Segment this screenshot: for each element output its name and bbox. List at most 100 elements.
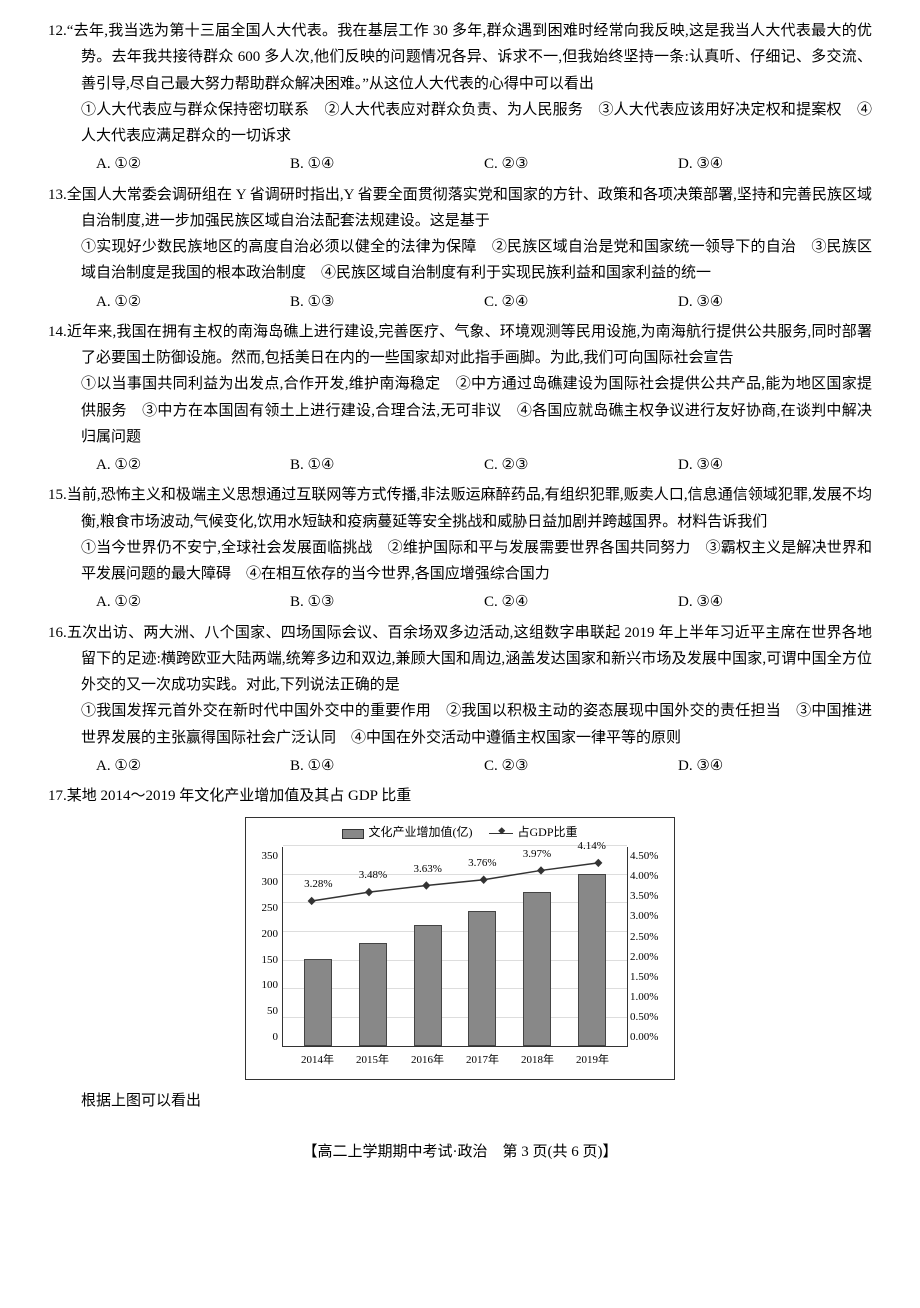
question-12: 12.“去年,我当选为第十三届全国人大代表。我在基层工作 30 多年,群众遇到困…: [48, 18, 872, 178]
bar: [304, 959, 332, 1046]
opt-c: C. ②④: [484, 589, 678, 615]
q16-options: A. ①② B. ①④ C. ②③ D. ③④: [48, 753, 872, 779]
page-footer: 【高二上学期期中考试·政治 第 3 页(共 6 页)】: [48, 1139, 872, 1165]
opt-c: C. ②③: [484, 151, 678, 177]
q14-sub: ①以当事国共同利益为出发点,合作开发,维护南海稳定 ②中方通过岛礁建设为国际社会…: [48, 371, 872, 450]
x-axis: 2014年2015年2016年2017年2018年2019年: [282, 1051, 628, 1070]
opt-a: A. ①②: [96, 753, 290, 779]
x-tick: 2014年: [290, 1051, 345, 1070]
y-right-tick: 4.50%: [630, 847, 672, 866]
y-right-tick: 1.50%: [630, 968, 672, 987]
q15-options: A. ①② B. ①③ C. ②④ D. ③④: [48, 589, 872, 615]
opt-d: D. ③④: [678, 452, 872, 478]
q-number: 15.: [48, 487, 67, 503]
q13-options: A. ①② B. ①③ C. ②④ D. ③④: [48, 289, 872, 315]
y-right-tick: 0.00%: [630, 1028, 672, 1047]
question-17: 17.某地 2014～2019 年文化产业增加值及其占 GDP 比重 文化产业增…: [48, 783, 872, 1115]
pct-label: 3.97%: [523, 845, 551, 864]
q-text: 五次出访、两大洲、八个国家、四场国际会议、百余场双多边活动,这组数字串联起 20…: [67, 625, 872, 694]
q-text: “去年,我当选为第十三届全国人大代表。我在基层工作 30 多年,群众遇到困难时经…: [67, 23, 872, 92]
q-text: 某地 2014～2019 年文化产业增加值及其占 GDP 比重: [67, 788, 411, 804]
pct-label: 3.28%: [304, 875, 332, 894]
q-text: 近年来,我国在拥有主权的南海岛礁上进行建设,完善医疗、气象、环境观测等民用设施,…: [67, 324, 872, 366]
pct-label: 4.14%: [577, 837, 605, 856]
y-right-tick: 3.00%: [630, 907, 672, 926]
bar-slot: 3.76%: [455, 911, 510, 1046]
y-right-tick: 4.00%: [630, 867, 672, 886]
y-right-tick: 2.50%: [630, 928, 672, 947]
legend-bar-label: 文化产业增加值(亿): [368, 825, 472, 839]
bar-slot: 3.63%: [400, 925, 455, 1047]
opt-d: D. ③④: [678, 753, 872, 779]
q16-stem: 16.五次出访、两大洲、八个国家、四场国际会议、百余场双多边活动,这组数字串联起…: [48, 620, 872, 699]
opt-c: C. ②③: [484, 452, 678, 478]
q-number: 14.: [48, 324, 67, 340]
plot-area: 3.28%3.48%3.63%3.76%3.97%4.14%: [282, 847, 628, 1047]
x-tick: 2018年: [510, 1051, 565, 1070]
legend-line-label: 占GDP比重: [517, 825, 577, 839]
opt-c: C. ②④: [484, 289, 678, 315]
opt-b: B. ①④: [290, 452, 484, 478]
q13-stem: 13.全国人大常委会调研组在 Y 省调研时指出,Y 省要全面贯彻落实党和国家的方…: [48, 182, 872, 235]
y-left-axis: 0 50 100 150 200 250 300 350: [252, 847, 278, 1047]
bar: [578, 874, 606, 1047]
y-right-axis: 0.00%0.50%1.00%1.50%2.00%2.50% 3.00%3.50%…: [630, 847, 672, 1047]
q-number: 13.: [48, 187, 67, 203]
opt-b: B. ①④: [290, 753, 484, 779]
pct-label: 3.76%: [468, 854, 496, 873]
pct-label: 3.63%: [413, 860, 441, 879]
legend-line-icon: [489, 833, 513, 834]
bar-slot: 3.28%: [291, 959, 346, 1046]
q17-after: 根据上图可以看出: [48, 1088, 872, 1114]
bar: [523, 892, 551, 1046]
bars: 3.28%3.48%3.63%3.76%3.97%4.14%: [283, 847, 627, 1046]
chart: 文化产业增加值(亿) 占GDP比重 050100150200250300350 …: [245, 817, 675, 1080]
q17-stem: 17.某地 2014～2019 年文化产业增加值及其占 GDP 比重: [48, 783, 872, 809]
q12-stem: 12.“去年,我当选为第十三届全国人大代表。我在基层工作 30 多年,群众遇到困…: [48, 18, 872, 97]
y-right-tick: 2.00%: [630, 948, 672, 967]
y-right-tick: 0.50%: [630, 1008, 672, 1027]
x-tick: 2016年: [400, 1051, 455, 1070]
opt-b: B. ①④: [290, 151, 484, 177]
pct-label: 3.48%: [359, 866, 387, 885]
y-left-tick: 100: [252, 976, 278, 995]
q-text: 全国人大常委会调研组在 Y 省调研时指出,Y 省要全面贯彻落实党和国家的方针、政…: [67, 187, 872, 229]
opt-c: C. ②③: [484, 753, 678, 779]
opt-b: B. ①③: [290, 589, 484, 615]
q13-sub: ①实现好少数民族地区的高度自治必须以健全的法律为保障 ②民族区域自治是党和国家统…: [48, 234, 872, 287]
opt-a: A. ①②: [96, 289, 290, 315]
y-left-tick: 350: [252, 847, 278, 866]
bar: [359, 943, 387, 1046]
question-13: 13.全国人大常委会调研组在 Y 省调研时指出,Y 省要全面贯彻落实党和国家的方…: [48, 182, 872, 315]
y-left-tick: 200: [252, 925, 278, 944]
q15-sub: ①当今世界仍不安宁,全球社会发展面临挑战 ②维护国际和平与发展需要世界各国共同努…: [48, 535, 872, 588]
legend-bar-icon: [342, 829, 364, 839]
question-15: 15.当前,恐怖主义和极端主义思想通过互联网等方式传播,非法贩运麻醉药品,有组织…: [48, 482, 872, 615]
bar: [414, 925, 442, 1047]
bar: [468, 911, 496, 1046]
question-14: 14.近年来,我国在拥有主权的南海岛礁上进行建设,完善医疗、气象、环境观测等民用…: [48, 319, 872, 479]
q14-options: A. ①② B. ①④ C. ②③ D. ③④: [48, 452, 872, 478]
opt-a: A. ①②: [96, 452, 290, 478]
x-tick: 2015年: [345, 1051, 400, 1070]
opt-d: D. ③④: [678, 151, 872, 177]
q-number: 17.: [48, 788, 67, 804]
chart-body: 050100150200250300350 0.00%0.50%1.00%1.5…: [282, 847, 628, 1077]
y-left-tick: 0: [252, 1028, 278, 1047]
q-text: 当前,恐怖主义和极端主义思想通过互联网等方式传播,非法贩运麻醉药品,有组织犯罪,…: [67, 487, 872, 529]
q-number: 12.: [48, 23, 67, 39]
y-left-tick: 250: [252, 899, 278, 918]
opt-d: D. ③④: [678, 589, 872, 615]
q15-stem: 15.当前,恐怖主义和极端主义思想通过互联网等方式传播,非法贩运麻醉药品,有组织…: [48, 482, 872, 535]
y-left-tick: 300: [252, 873, 278, 892]
q14-stem: 14.近年来,我国在拥有主权的南海岛礁上进行建设,完善医疗、气象、环境观测等民用…: [48, 319, 872, 372]
bar-slot: 4.14%: [564, 874, 619, 1047]
q12-sub: ①人大代表应与群众保持密切联系 ②人大代表应对群众负责、为人民服务 ③人大代表应…: [48, 97, 872, 150]
opt-d: D. ③④: [678, 289, 872, 315]
y-right-tick: 1.00%: [630, 988, 672, 1007]
y-right-tick: 3.50%: [630, 887, 672, 906]
x-tick: 2019年: [565, 1051, 620, 1070]
bar-slot: 3.48%: [346, 943, 401, 1046]
y-left-tick: 150: [252, 951, 278, 970]
y-left-tick: 50: [252, 1002, 278, 1021]
